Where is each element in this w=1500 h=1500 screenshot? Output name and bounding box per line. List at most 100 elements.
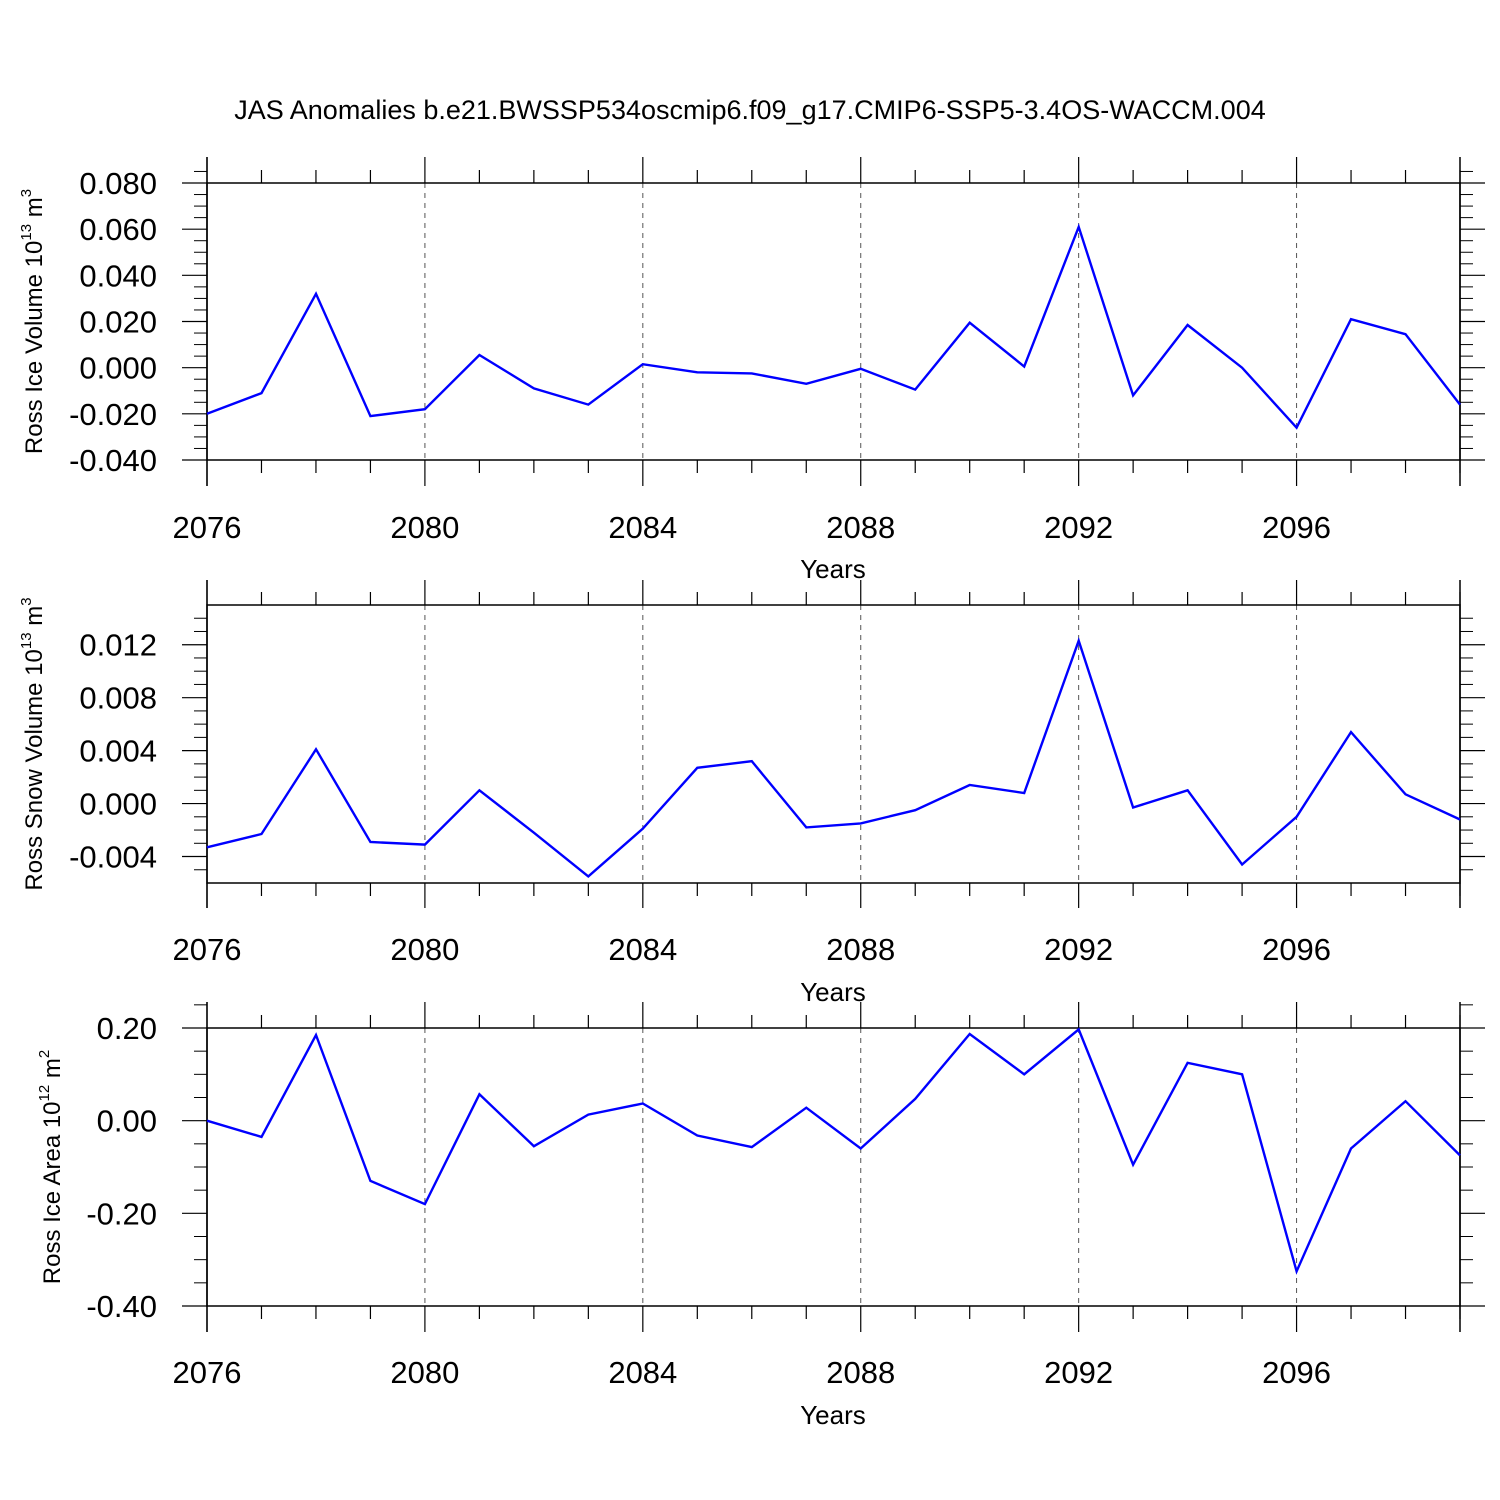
data-point xyxy=(532,831,536,835)
x-tick-label: 2092 xyxy=(1044,1355,1113,1390)
y-tick-label: 0.012 xyxy=(79,628,157,663)
y-tick-label: -0.40 xyxy=(86,1289,157,1324)
x-tick-label: 2088 xyxy=(826,932,895,967)
x-tick-label: 2076 xyxy=(173,510,242,545)
data-point xyxy=(1349,1146,1353,1150)
data-point xyxy=(859,367,863,371)
data-point xyxy=(1295,815,1299,819)
data-point xyxy=(968,783,972,787)
data-point xyxy=(314,747,318,751)
chart-title: JAS Anomalies b.e21.BWSSP534oscmip6.f09_… xyxy=(234,95,1265,125)
data-point xyxy=(695,1133,699,1137)
y-tick-label: 0.080 xyxy=(79,166,157,201)
y-tick-label: -0.20 xyxy=(86,1196,157,1231)
x-axis-title: Years xyxy=(800,1400,866,1430)
data-point xyxy=(368,1179,372,1183)
y-tick-label: 0.004 xyxy=(79,734,157,769)
data-point xyxy=(423,407,427,411)
plot-frame xyxy=(206,1027,1461,1307)
x-tick-label: 2096 xyxy=(1262,510,1331,545)
x-tick-label: 2084 xyxy=(608,510,677,545)
x-tick-label: 2088 xyxy=(826,510,895,545)
y-tick-label: 0.20 xyxy=(97,1011,157,1046)
y-tick-label: -0.004 xyxy=(69,840,157,875)
y-axis-title-unit-exp: 3 xyxy=(18,597,35,605)
data-point xyxy=(1404,792,1408,796)
data-point xyxy=(314,292,318,296)
data-point xyxy=(695,766,699,770)
data-point xyxy=(1022,791,1026,795)
x-tick-label: 2080 xyxy=(390,1355,459,1390)
data-point xyxy=(1186,323,1190,327)
data-point xyxy=(1240,366,1244,370)
x-tick-label: 2092 xyxy=(1044,932,1113,967)
data-point xyxy=(1022,1072,1026,1076)
y-tick-label: 0.040 xyxy=(79,258,157,293)
y-axis-title: Ross Ice Volume 1013 m3 xyxy=(18,189,48,454)
panel-3: -0.40 -0.20 0.00 0.20 2076 2080 2084 2088 2092 20… xyxy=(36,1002,1485,1430)
data-point xyxy=(259,832,263,836)
x-tick-label: 2084 xyxy=(608,932,677,967)
data-point xyxy=(1458,817,1462,821)
data-point xyxy=(750,759,754,763)
data-point xyxy=(532,1144,536,1148)
data-point xyxy=(859,821,863,825)
data-point xyxy=(1077,639,1081,643)
plot-frame xyxy=(206,604,1461,884)
x-tick-label: 2096 xyxy=(1262,1355,1331,1390)
y-axis-title-unit: m xyxy=(21,606,48,633)
x-tick-label: 2096 xyxy=(1262,932,1331,967)
data-point xyxy=(532,386,536,390)
y-axis-title-exp: 13 xyxy=(18,224,35,241)
data-point xyxy=(586,874,590,878)
data-point xyxy=(1240,862,1244,866)
y-tick-label: 0.008 xyxy=(79,681,157,716)
plot-frame xyxy=(206,182,1461,461)
data-point xyxy=(1186,788,1190,792)
data-point xyxy=(1458,403,1462,407)
x-tick-label: 2080 xyxy=(390,510,459,545)
data-point xyxy=(968,321,972,325)
y-axis-title-unit: m xyxy=(21,197,48,224)
data-point xyxy=(1404,332,1408,336)
data-point xyxy=(1077,1027,1081,1031)
y-tick-label: 0.00 xyxy=(97,1104,157,1139)
data-point xyxy=(477,353,481,357)
y-axis-title-exp: 13 xyxy=(18,632,35,649)
y-axis-title-main: Ross Ice Area 10 xyxy=(39,1101,66,1284)
data-point xyxy=(1295,426,1299,430)
data-point xyxy=(259,391,263,395)
x-tick-label: 2076 xyxy=(173,932,242,967)
data-point xyxy=(1349,317,1353,321)
data-point xyxy=(368,414,372,418)
y-axis-title: Ross Snow Volume 1013 m3 xyxy=(18,597,48,890)
data-point xyxy=(1077,225,1081,229)
data-point xyxy=(1131,393,1135,397)
x-tick-label: 2084 xyxy=(608,1355,677,1390)
data-point xyxy=(586,403,590,407)
data-point xyxy=(368,840,372,844)
data-point xyxy=(804,825,808,829)
x-tick-label: 2092 xyxy=(1044,510,1113,545)
data-point xyxy=(750,1145,754,1149)
data-point xyxy=(913,1097,917,1101)
data-point xyxy=(1186,1061,1190,1065)
data-point xyxy=(1240,1072,1244,1076)
y-tick-label: -0.020 xyxy=(69,397,157,432)
data-point xyxy=(314,1033,318,1037)
data-point xyxy=(477,1092,481,1096)
data-point xyxy=(968,1032,972,1036)
data-point xyxy=(641,362,645,366)
panel-2: -0.004 0.000 0.004 0.008 0.012 2076 2080 2084 20… xyxy=(18,580,1485,1007)
x-tick-label: 2088 xyxy=(826,1355,895,1390)
data-point xyxy=(1295,1269,1299,1273)
data-point xyxy=(1022,365,1026,369)
data-point xyxy=(641,1102,645,1106)
data-point xyxy=(1131,1163,1135,1167)
data-point xyxy=(205,412,209,416)
y-axis-title-main: Ross Snow Volume 10 xyxy=(21,649,48,890)
data-point xyxy=(695,370,699,374)
data-point xyxy=(205,1119,209,1123)
data-point xyxy=(1404,1099,1408,1103)
